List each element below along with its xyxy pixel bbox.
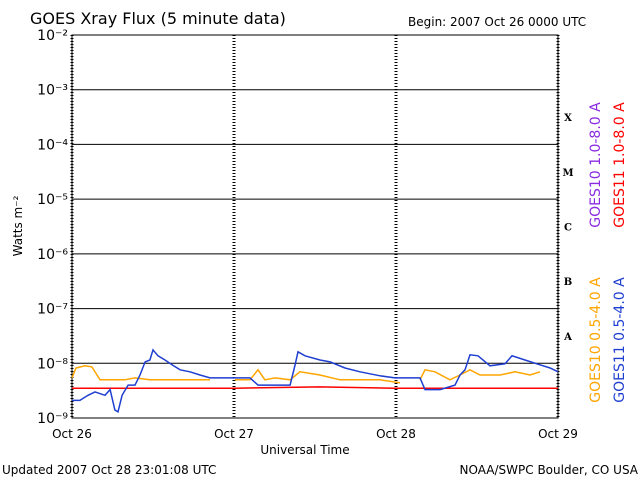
class-label: X: [564, 113, 572, 124]
footer-left: Updated 2007 Oct 28 23:01:08 UTC: [2, 463, 216, 477]
y-tick-label: 10⁻²: [37, 28, 68, 44]
y-tick-label: 10⁻⁷: [37, 302, 68, 318]
y-tick-label: 10⁻⁴: [37, 137, 68, 153]
x-tick-label: Oct 28: [376, 427, 416, 441]
series-line: [72, 348, 559, 413]
y-axis-label: Watts m⁻²: [11, 195, 25, 256]
legend-entry: GOES10 0.5-4.0 A: [588, 277, 604, 403]
chart-title: GOES Xray Flux (5 minute data): [30, 9, 286, 28]
x-tick-label: Oct 27: [214, 427, 254, 441]
series-line: [71, 365, 541, 384]
y-tick-label: 10⁻⁵: [37, 192, 68, 208]
class-label: A: [563, 332, 572, 343]
x-tick-label: Oct 26: [52, 427, 92, 441]
y-tick-label: 10⁻³: [37, 83, 68, 99]
chart-subtitle: Begin: 2007 Oct 26 0000 UTC: [408, 15, 586, 29]
legend-entry: GOES11 1.0-8.0 A: [612, 102, 628, 228]
class-label: B: [564, 277, 572, 288]
y-tick-label: 10⁻⁶: [37, 247, 68, 263]
legend-entry: GOES10 1.0-8.0 A: [588, 102, 604, 228]
x-axis-label: Universal Time: [260, 443, 349, 457]
y-tick-label: 10⁻⁸: [37, 356, 68, 372]
footer-right: NOAA/SWPC Boulder, CO USA: [460, 463, 639, 477]
plot-frame: [71, 34, 559, 419]
class-label: M: [562, 168, 573, 179]
legend-entry: GOES11 0.5-4.0 A: [612, 277, 628, 403]
x-tick-label: Oct 29: [538, 427, 578, 441]
series-line: [72, 386, 558, 389]
class-label: C: [564, 223, 572, 234]
y-tick-label: 10⁻⁹: [37, 411, 68, 427]
